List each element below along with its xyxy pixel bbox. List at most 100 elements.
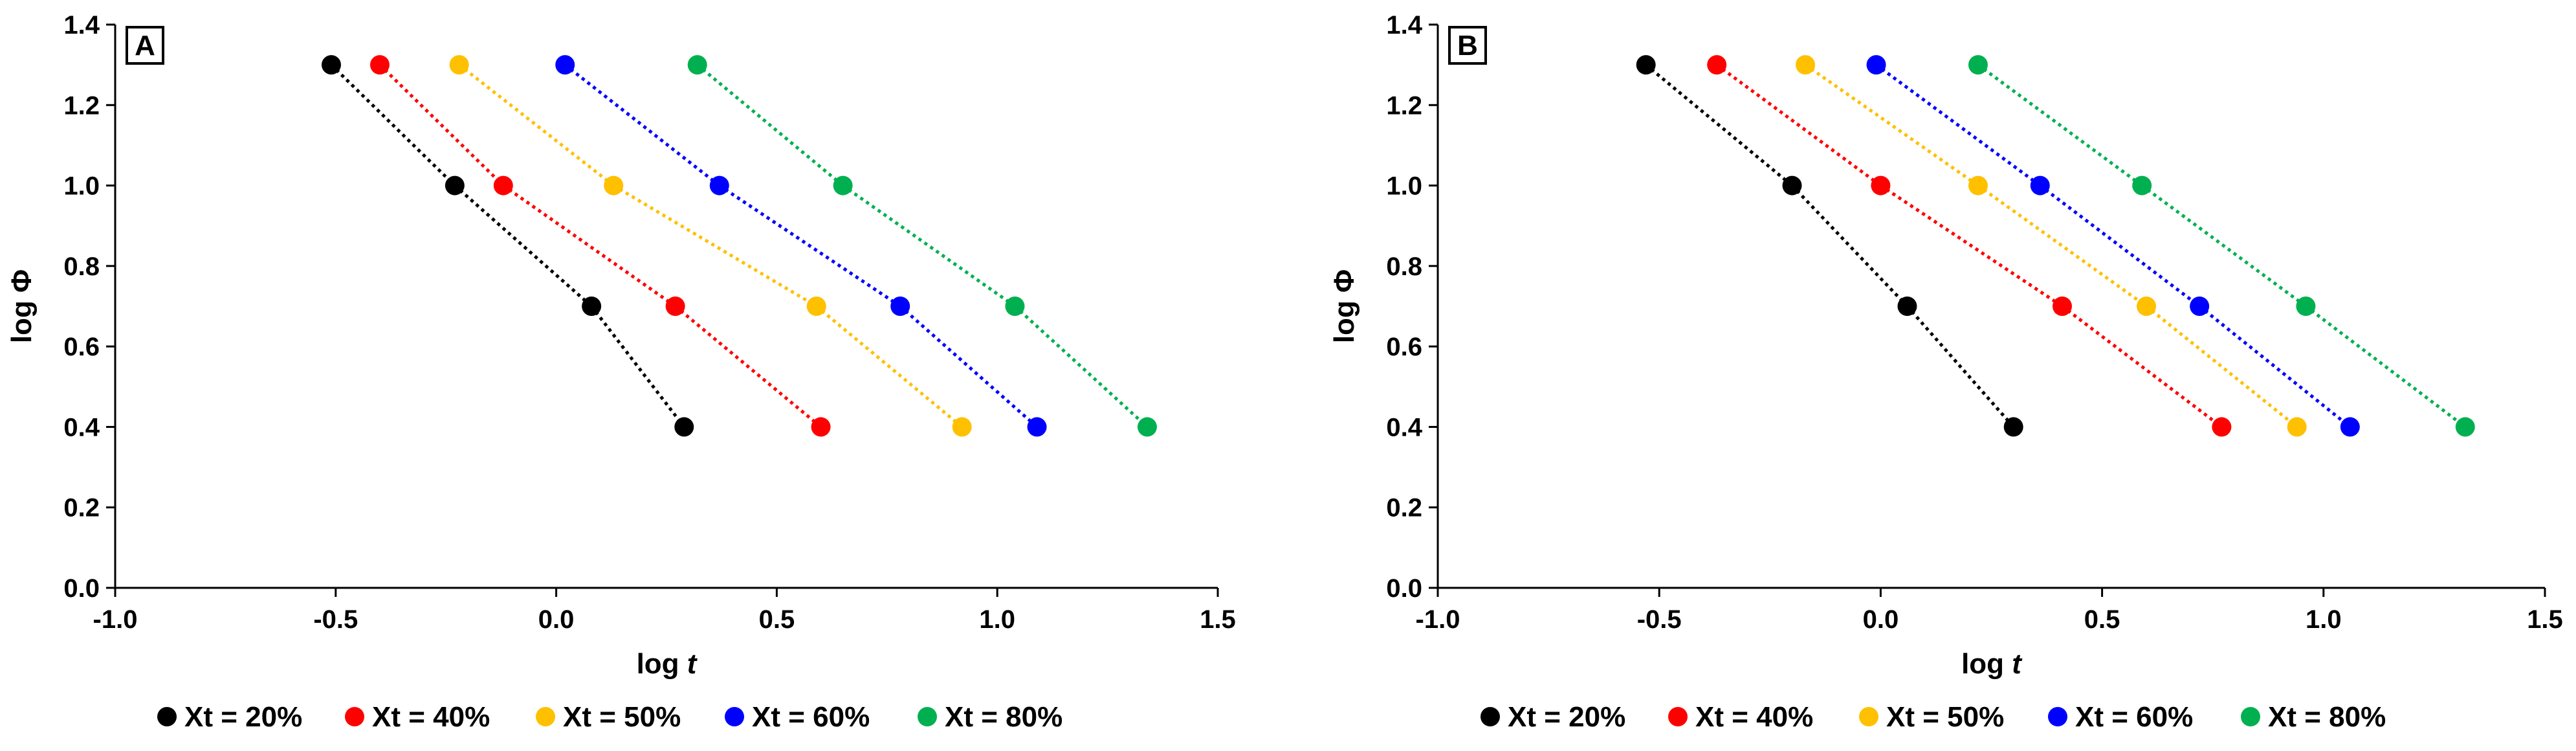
series-60-percent (1866, 55, 2360, 437)
data-point (1897, 297, 1917, 316)
legend-marker (1668, 707, 1688, 726)
data-point (493, 175, 513, 196)
data-point (2053, 297, 2073, 316)
legend-label: Xt = 60% (752, 701, 870, 733)
data-point (369, 55, 390, 75)
y-tick-label: 1.4 (1386, 11, 1422, 39)
series-20-percent (1636, 55, 2023, 437)
data-point (2296, 297, 2316, 316)
data-point (1782, 175, 1802, 196)
series-20-percent (321, 55, 694, 437)
panel-label-box (1448, 26, 1487, 65)
data-point (445, 175, 465, 196)
trendline-segment (899, 305, 1039, 429)
trendline-segment (1645, 63, 1794, 187)
data-point (582, 297, 602, 316)
y-tick-label: 0.6 (63, 333, 100, 361)
data-point (604, 175, 624, 196)
legend-label: Xt = 20% (184, 701, 302, 733)
trendline-segment (1013, 305, 1149, 429)
y-tick-label: 0.0 (63, 574, 100, 603)
data-point (1636, 55, 1656, 75)
x-tick-label: 0.0 (1863, 605, 1899, 634)
trendline-segment (1880, 184, 2064, 308)
data-point (2003, 417, 2023, 437)
trendline-segment (1977, 184, 2148, 308)
series-80-percent (687, 55, 1157, 437)
trendline-segment (454, 184, 593, 308)
trendline-segment (1715, 63, 1882, 187)
y-axis-title: log Φ (1328, 269, 1360, 343)
trendline-segment (1977, 63, 2143, 187)
data-point (2190, 297, 2210, 316)
data-point (1871, 175, 1891, 196)
panel-label: A (135, 30, 155, 62)
data-point (2340, 417, 2360, 437)
trendline-segment (502, 184, 677, 308)
y-tick-label: 0.0 (1386, 574, 1422, 603)
x-tick-label: -1.0 (1416, 605, 1460, 634)
series-60-percent (555, 55, 1047, 437)
data-point (709, 175, 729, 196)
data-point (1005, 297, 1025, 316)
data-point (321, 55, 341, 75)
x-axis-title-text: log (1961, 648, 2012, 680)
data-point (2030, 175, 2050, 196)
data-point (2287, 417, 2307, 437)
legend-marker (157, 707, 177, 726)
legend-marker (536, 707, 555, 726)
data-point (1866, 55, 1886, 75)
trendline-segment (379, 63, 505, 187)
data-point (449, 55, 469, 75)
y-tick-label: 1.0 (1386, 172, 1422, 201)
series-50-percent (449, 55, 972, 437)
data-point (1027, 417, 1047, 437)
y-tick-label: 0.8 (63, 252, 100, 281)
legend: Xt = 20% Xt = 40% Xt = 50% Xt = 60% Xt = 80% (157, 701, 1062, 733)
legend-label: Xt = 40% (1695, 701, 1813, 733)
trendline-segment (696, 63, 844, 187)
data-point (1707, 55, 1727, 75)
y-tick-label: 1.0 (63, 172, 100, 201)
y-axis-title: log Φ (6, 269, 38, 343)
y-tick-label: 0.4 (63, 413, 100, 442)
y-tick-label: 0.2 (1386, 494, 1422, 522)
trendline-segment (1906, 305, 2015, 429)
legend-label: Xt = 50% (563, 701, 681, 733)
x-axis-title: log t (1961, 648, 2023, 680)
series-50-percent (1796, 55, 2307, 437)
y-tick-label: 0.2 (63, 494, 100, 522)
y-tick-label: 0.6 (1386, 333, 1422, 361)
legend-label: Xt = 40% (372, 701, 490, 733)
x-tick-label: -0.5 (313, 605, 358, 634)
series-40-percent (1707, 55, 2232, 437)
x-tick-label: 0.0 (538, 605, 575, 634)
trendline-segment (674, 305, 822, 429)
trendline-segment (612, 184, 818, 308)
legend-marker (1859, 707, 1878, 726)
trendline-segment (1804, 63, 1979, 187)
x-axis-title-text: log (637, 648, 687, 680)
data-point (555, 55, 575, 75)
legend-marker (725, 707, 744, 726)
data-point (1968, 55, 1988, 75)
data-point (665, 297, 685, 316)
data-point (952, 417, 972, 437)
x-axis-title: log t (637, 648, 698, 680)
data-point (674, 417, 694, 437)
chart-panel-a: 0.0 0.2 0.4 0.6 0.8 1.0 1.2 1.4 -1.0 -0.5 0.0 0.5 1.… (6, 11, 1236, 733)
y-tick-label: 0.8 (1386, 252, 1422, 281)
legend-label: Xt = 20% (1508, 701, 1625, 733)
series-80-percent (1968, 55, 2475, 437)
data-point (833, 175, 853, 196)
data-point (2455, 417, 2475, 437)
trendline-segment (330, 63, 456, 187)
trendline-segment (2061, 305, 2223, 429)
trendline-segment (590, 305, 686, 428)
trendline-segment (2039, 184, 2201, 308)
data-point (2137, 297, 2157, 316)
legend-marker (2048, 707, 2067, 726)
x-tick-label: 0.5 (2084, 605, 2120, 634)
series-40-percent (369, 55, 831, 437)
